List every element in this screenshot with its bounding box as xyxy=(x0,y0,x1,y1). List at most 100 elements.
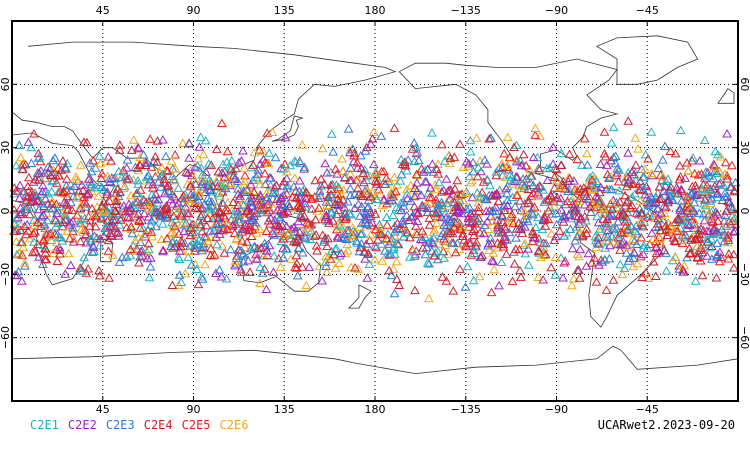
occultation-marker xyxy=(585,193,595,202)
occultation-marker xyxy=(394,280,405,289)
occultation-marker xyxy=(502,132,513,141)
occultation-marker xyxy=(169,242,180,251)
occultation-marker xyxy=(473,197,484,207)
occultation-marker xyxy=(112,228,122,237)
occultation-marker xyxy=(170,175,180,185)
occultation-marker xyxy=(697,239,708,249)
occultation-marker xyxy=(255,278,265,288)
occultation-marker xyxy=(52,205,63,215)
occultation-marker xyxy=(84,174,94,183)
occultation-marker xyxy=(294,175,305,185)
occultation-marker xyxy=(505,175,516,184)
occultation-marker xyxy=(627,192,637,201)
occultation-marker xyxy=(106,221,117,231)
occultation-marker xyxy=(333,205,344,214)
occultation-marker xyxy=(433,239,444,248)
occultation-marker xyxy=(65,260,76,269)
occultation-marker xyxy=(226,164,236,174)
occultation-marker xyxy=(499,201,510,210)
occultation-marker xyxy=(356,201,367,211)
occultation-marker xyxy=(485,180,495,190)
occultation-marker xyxy=(132,188,143,197)
occultation-marker xyxy=(137,245,148,255)
occultation-marker xyxy=(236,264,246,274)
occultation-marker xyxy=(346,175,357,185)
occultation-marker xyxy=(468,245,479,254)
occultation-marker xyxy=(644,239,655,248)
occultation-marker xyxy=(229,260,240,270)
occultation-marker xyxy=(614,185,625,195)
occultation-marker xyxy=(336,190,346,199)
occultation-marker xyxy=(55,245,65,254)
occultation-marker xyxy=(317,275,327,285)
occultation-marker xyxy=(621,248,632,257)
occultation-marker xyxy=(166,156,177,165)
occultation-marker xyxy=(471,241,481,251)
occultation-marker xyxy=(528,229,538,238)
occultation-marker xyxy=(103,171,113,180)
occultation-marker xyxy=(53,218,64,227)
occultation-marker xyxy=(196,163,207,172)
occultation-marker xyxy=(554,182,565,191)
occultation-marker xyxy=(417,234,428,244)
occultation-marker xyxy=(90,163,101,172)
occultation-marker xyxy=(538,238,549,247)
occultation-marker xyxy=(114,220,125,229)
occultation-marker xyxy=(631,160,641,169)
occultation-marker xyxy=(144,244,154,254)
occultation-marker xyxy=(676,215,687,225)
occultation-marker xyxy=(723,235,734,244)
occultation-marker xyxy=(124,212,135,222)
occultation-marker xyxy=(249,147,260,157)
occultation-marker xyxy=(371,166,381,176)
occultation-marker xyxy=(623,148,633,157)
occultation-marker xyxy=(374,219,385,229)
occultation-marker xyxy=(276,226,287,235)
occultation-marker xyxy=(101,222,112,231)
occultation-marker xyxy=(685,205,696,214)
occultation-marker xyxy=(482,174,492,184)
occultation-marker xyxy=(409,138,420,147)
occultation-marker xyxy=(167,227,177,237)
occultation-marker xyxy=(254,145,265,154)
occultation-marker xyxy=(620,190,630,200)
occultation-marker xyxy=(615,196,625,206)
occultation-marker xyxy=(720,210,731,220)
occultation-marker xyxy=(575,244,586,254)
occultation-marker xyxy=(626,167,637,176)
occultation-marker xyxy=(541,238,551,248)
occultation-marker xyxy=(485,133,496,142)
occultation-marker xyxy=(525,170,536,180)
occultation-marker xyxy=(322,200,332,209)
occultation-marker xyxy=(304,262,315,271)
occultation-marker xyxy=(339,173,350,182)
occultation-marker xyxy=(723,253,734,263)
occultation-marker xyxy=(720,192,730,201)
occultation-marker xyxy=(365,207,376,216)
occultation-marker xyxy=(270,187,281,196)
occultation-marker xyxy=(551,231,561,241)
occultation-marker xyxy=(511,156,522,166)
occultation-marker xyxy=(82,137,92,147)
occultation-marker xyxy=(653,213,663,223)
occultation-marker xyxy=(365,211,376,220)
occultation-marker xyxy=(722,128,732,138)
occultation-marker xyxy=(75,203,86,213)
occultation-marker xyxy=(600,151,611,161)
occultation-marker xyxy=(111,199,122,209)
occultation-marker xyxy=(34,172,45,181)
occultation-marker xyxy=(365,171,375,181)
occultation-marker xyxy=(369,254,380,264)
occultation-marker xyxy=(54,170,64,180)
occultation-marker xyxy=(221,273,232,283)
occultation-marker xyxy=(252,243,263,253)
occultation-marker xyxy=(616,227,626,236)
lon-label-top-0: 45 xyxy=(96,4,110,17)
occultation-marker xyxy=(402,184,412,194)
occultation-marker xyxy=(648,198,658,207)
occultation-marker xyxy=(233,189,244,198)
occultation-marker xyxy=(173,183,184,192)
occultation-marker xyxy=(660,181,671,190)
occultation-marker xyxy=(400,225,411,235)
occultation-marker xyxy=(289,156,300,165)
